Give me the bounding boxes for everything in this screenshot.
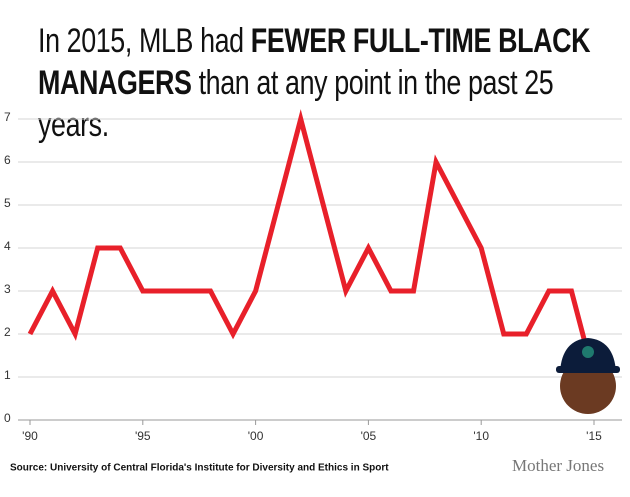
title-bold: MANAGERS	[38, 64, 192, 102]
line	[27, 109, 597, 378]
title-part: than at any point in the past 25 years.	[38, 64, 554, 144]
y-tick-label: 1	[4, 368, 11, 382]
x-tick-label: '05	[361, 429, 377, 443]
y-tick-label: 7	[4, 110, 11, 124]
title-bold: FEWER FULL-TIME BLACK	[250, 22, 591, 60]
x-tick-label: '00	[248, 429, 264, 443]
y-tick-label: 4	[4, 239, 11, 253]
face-icon	[556, 338, 620, 414]
y-tick-label: 5	[4, 196, 11, 210]
y-tick-label: 2	[4, 325, 11, 339]
source: Source: University of Central Florida's …	[10, 463, 389, 474]
x-tick-label: '95	[135, 429, 151, 443]
chart-title: In 2015, MLB had FEWER FULL-TIME BLACK MA…	[38, 20, 591, 146]
grid: 0 1 2 3 4 5 6 7 '90 '95 '00 '05 '10 '15	[4, 110, 622, 443]
title-part: In 2015, MLB had	[38, 22, 244, 60]
x-tick-label: '15	[586, 429, 602, 443]
x-tick-label: '90	[22, 429, 38, 443]
y-tick-label: 3	[4, 282, 11, 296]
y-tick-label: 6	[4, 153, 11, 167]
credit: Mother Jones	[512, 456, 604, 475]
x-tick-label: '10	[473, 429, 489, 443]
y-tick-label: 0	[4, 411, 11, 425]
plot	[27, 109, 597, 378]
